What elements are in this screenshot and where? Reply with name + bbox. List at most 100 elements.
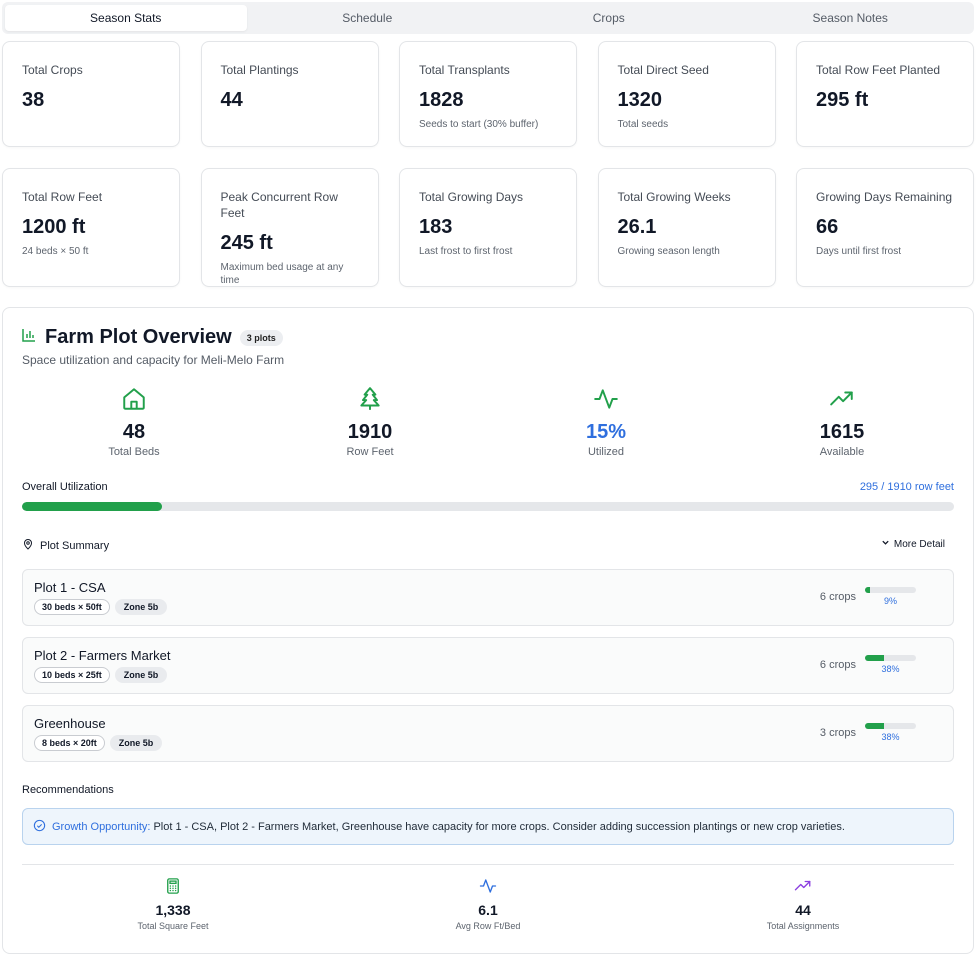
tab-season-stats[interactable]: Season Stats: [5, 5, 247, 31]
plot-summary-header: Plot Summary: [22, 538, 109, 553]
check-circle-icon: [33, 819, 46, 835]
metric-value: 1910: [347, 421, 393, 443]
plot-utilization-bar: [865, 655, 916, 661]
plot-card-greenhouse[interactable]: Greenhouse 8 beds × 20ft Zone 5b 3 crops…: [22, 705, 954, 762]
footer-avg-row-ft-bed: 6.1 Avg Row Ft/Bed: [388, 877, 588, 931]
home-icon: [54, 386, 214, 412]
stat-subtext: Days until first frost: [816, 246, 902, 257]
stat-value: 26.1: [617, 216, 657, 238]
overall-utilization-bar: [22, 502, 954, 511]
recommendation-alert: Growth Opportunity: Plot 1 - CSA, Plot 2…: [22, 808, 954, 845]
stat-card-growing-days-remaining: Growing Days Remaining 66 Days until fir…: [796, 168, 974, 287]
stat-card-total-row-feet-planted: Total Row Feet Planted 295 ft: [796, 41, 974, 147]
stat-subtext: Total seeds: [617, 119, 669, 130]
stat-label: Peak Concurrent Row Feet: [220, 190, 338, 220]
plot-card-plot-2-farmers-market[interactable]: Plot 2 - Farmers Market 10 beds × 25ft Z…: [22, 637, 954, 694]
beds-badge: 30 beds × 50ft: [34, 599, 110, 615]
recommendations-label: Recommendations: [22, 784, 114, 796]
plot-utilization-fill: [865, 587, 870, 593]
plot-utilization-percent: 38%: [881, 732, 900, 742]
stat-subtext: Seeds to start (30% buffer): [419, 119, 539, 130]
tab-schedule[interactable]: Schedule: [342, 11, 393, 25]
recommendation-text: Plot 1 - CSA, Plot 2 - Farmers Market, G…: [153, 820, 845, 833]
metric-row-feet: 1910 Row Feet: [290, 386, 450, 458]
plot-crop-count: 6 crops: [819, 659, 856, 671]
more-detail-label: More Detail: [893, 538, 945, 550]
stat-label: Total Crops: [22, 63, 83, 77]
stat-card-total-crops: Total Crops 38: [2, 41, 180, 147]
metric-label: Available: [819, 446, 865, 458]
stat-value: 183: [419, 216, 453, 238]
overall-utilization-fill: [22, 502, 162, 511]
metric-label: Total Beds: [108, 446, 160, 458]
plot-name: Plot 2 - Farmers Market: [34, 648, 171, 663]
plot-crop-count: 3 crops: [819, 727, 856, 739]
footer-total-assignments: 44 Total Assignments: [703, 877, 903, 931]
footer-value: 44: [795, 902, 811, 918]
stat-card-total-direct-seed: Total Direct Seed 1320 Total seeds: [597, 41, 776, 147]
metric-available: 1615 Available: [762, 386, 922, 458]
stat-label: Total Row Feet Planted: [816, 63, 941, 77]
plot-tags: 30 beds × 50ft Zone 5b: [34, 599, 168, 615]
footer-value: 6.1: [478, 902, 498, 918]
zone-badge: Zone 5b: [114, 599, 168, 615]
tab-bar: Season Stats Schedule Crops Season Notes: [2, 2, 974, 34]
tab-crops[interactable]: Crops: [592, 11, 625, 25]
plot-tags: 10 beds × 25ft Zone 5b: [34, 667, 168, 683]
more-detail-button[interactable]: More Detail: [881, 538, 945, 550]
stat-label: Growing Days Remaining: [816, 190, 953, 204]
tab-season-notes[interactable]: Season Notes: [812, 11, 888, 25]
beds-badge: 8 beds × 20ft: [34, 735, 105, 751]
stats-row-2: Total Row Feet 1200 ft 24 beds × 50 ft P…: [2, 168, 974, 287]
plot-utilization-bar: [865, 587, 916, 593]
plot-name: Plot 1 - CSA: [34, 580, 106, 595]
stat-card-total-growing-days: Total Growing Days 183 Last frost to fir…: [399, 168, 577, 287]
stat-card-total-transplants: Total Transplants 1828 Seeds to start (3…: [399, 41, 577, 147]
stat-value: 1200 ft: [22, 216, 86, 238]
stat-label: Total Row Feet: [22, 190, 103, 204]
stat-subtext: Last frost to first frost: [419, 246, 513, 257]
stat-card-peak-concurrent-row-feet: Peak Concurrent Row Feet 245 ft Maximum …: [200, 168, 379, 287]
metric-value: 1615: [819, 421, 865, 443]
footer-label: Total Square Feet: [137, 921, 209, 931]
plot-name: Greenhouse: [34, 716, 106, 731]
zone-badge: Zone 5b: [109, 735, 163, 751]
footer-value: 1,338: [155, 902, 191, 918]
calculator-icon: [73, 877, 273, 897]
stat-card-total-plantings: Total Plantings 44: [200, 41, 379, 147]
stat-card-total-growing-weeks: Total Growing Weeks 26.1 Growing season …: [597, 168, 776, 287]
stat-value: 295 ft: [816, 89, 869, 111]
stat-value: 1320: [617, 89, 663, 111]
activity-icon: [526, 386, 686, 412]
plot-utilization-fill: [865, 655, 885, 661]
plot-utilization-fill: [865, 723, 885, 729]
map-pin-icon: [22, 538, 34, 553]
tree-icon: [290, 386, 450, 412]
plot-utilization-bar: [865, 723, 916, 729]
metric-label: Utilized: [587, 446, 625, 458]
stat-label: Total Growing Weeks: [617, 190, 731, 204]
plot-utilization-percent: 9%: [883, 596, 897, 606]
stat-value: 38: [22, 89, 45, 111]
stat-label: Total Growing Days: [419, 190, 524, 204]
stat-card-total-row-feet: Total Row Feet 1200 ft 24 beds × 50 ft: [2, 168, 180, 287]
zone-badge: Zone 5b: [114, 667, 168, 683]
footer-total-square-feet: 1,338 Total Square Feet: [73, 877, 273, 931]
stat-label: Total Direct Seed: [617, 63, 709, 77]
footer-label: Avg Row Ft/Bed: [455, 921, 521, 931]
overview-title: Farm Plot Overview: [45, 326, 232, 348]
metric-label: Row Feet: [346, 446, 394, 458]
metric-value: 15%: [585, 421, 627, 443]
beds-badge: 10 beds × 25ft: [34, 667, 110, 683]
farm-plot-overview: Farm Plot Overview 3 plots Space utiliza…: [2, 307, 974, 954]
plot-summary-label: Plot Summary: [40, 539, 110, 552]
plot-crop-count: 6 crops: [819, 591, 856, 603]
stat-label: Total Transplants: [419, 63, 510, 77]
plots-count-badge: 3 plots: [239, 329, 283, 346]
trending-up-icon: [762, 386, 922, 412]
stat-subtext: 24 beds × 50 ft: [22, 246, 89, 257]
plot-tags: 8 beds × 20ft Zone 5b: [34, 735, 163, 751]
plot-card-plot-1-csa[interactable]: Plot 1 - CSA 30 beds × 50ft Zone 5b 6 cr…: [22, 569, 954, 626]
stat-value: 245 ft: [220, 232, 273, 254]
divider: [22, 864, 954, 865]
